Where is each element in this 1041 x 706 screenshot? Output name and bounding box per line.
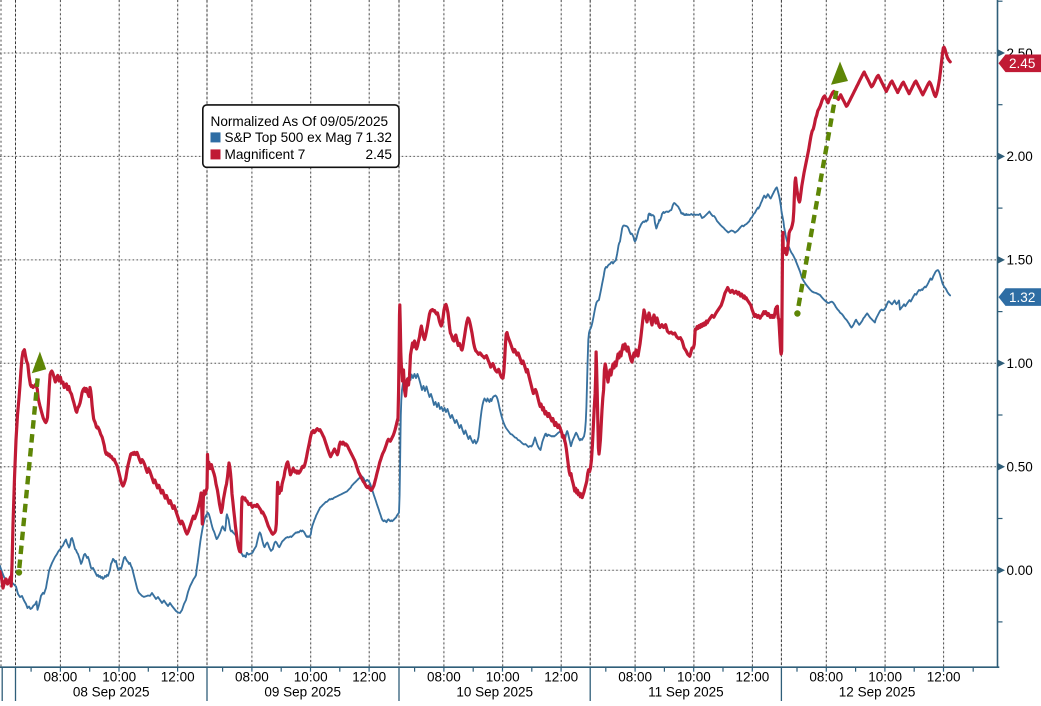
svg-text:08:00: 08:00	[44, 670, 78, 685]
svg-text:10:00: 10:00	[294, 670, 328, 685]
svg-text:1.00: 1.00	[1007, 356, 1033, 371]
svg-text:12:00: 12:00	[352, 670, 386, 685]
svg-text:Normalized As Of 09/05/2025: Normalized As Of 09/05/2025	[211, 114, 389, 129]
svg-text:0.00: 0.00	[1007, 563, 1033, 578]
svg-text:S&P Top 500 ex Mag 7: S&P Top 500 ex Mag 7	[225, 130, 364, 145]
svg-text:12 Sep 2025: 12 Sep 2025	[839, 685, 916, 700]
svg-text:10:00: 10:00	[677, 670, 711, 685]
svg-text:1.32: 1.32	[366, 130, 392, 145]
svg-text:12:00: 12:00	[161, 670, 195, 685]
svg-text:2.00: 2.00	[1007, 149, 1033, 164]
svg-text:10:00: 10:00	[868, 670, 902, 685]
svg-text:12:00: 12:00	[736, 670, 770, 685]
svg-text:10:00: 10:00	[486, 670, 520, 685]
svg-text:08 Sep 2025: 08 Sep 2025	[73, 685, 150, 700]
svg-text:1.50: 1.50	[1007, 253, 1033, 268]
svg-text:10:00: 10:00	[102, 670, 136, 685]
svg-text:08:00: 08:00	[618, 670, 652, 685]
svg-text:08:00: 08:00	[427, 670, 461, 685]
svg-text:08:00: 08:00	[235, 670, 269, 685]
svg-text:12:00: 12:00	[544, 670, 578, 685]
svg-text:1.32: 1.32	[1009, 290, 1035, 305]
svg-text:08:00: 08:00	[809, 670, 843, 685]
svg-text:11 Sep 2025: 11 Sep 2025	[648, 685, 724, 700]
svg-text:0.50: 0.50	[1007, 460, 1033, 475]
svg-text:2.45: 2.45	[366, 147, 392, 162]
svg-text:10 Sep 2025: 10 Sep 2025	[456, 685, 533, 700]
svg-text:12:00: 12:00	[927, 670, 961, 685]
svg-text:2.45: 2.45	[1009, 56, 1035, 71]
svg-text:Magnificent 7: Magnificent 7	[225, 147, 306, 162]
svg-text:09 Sep 2025: 09 Sep 2025	[264, 685, 341, 700]
